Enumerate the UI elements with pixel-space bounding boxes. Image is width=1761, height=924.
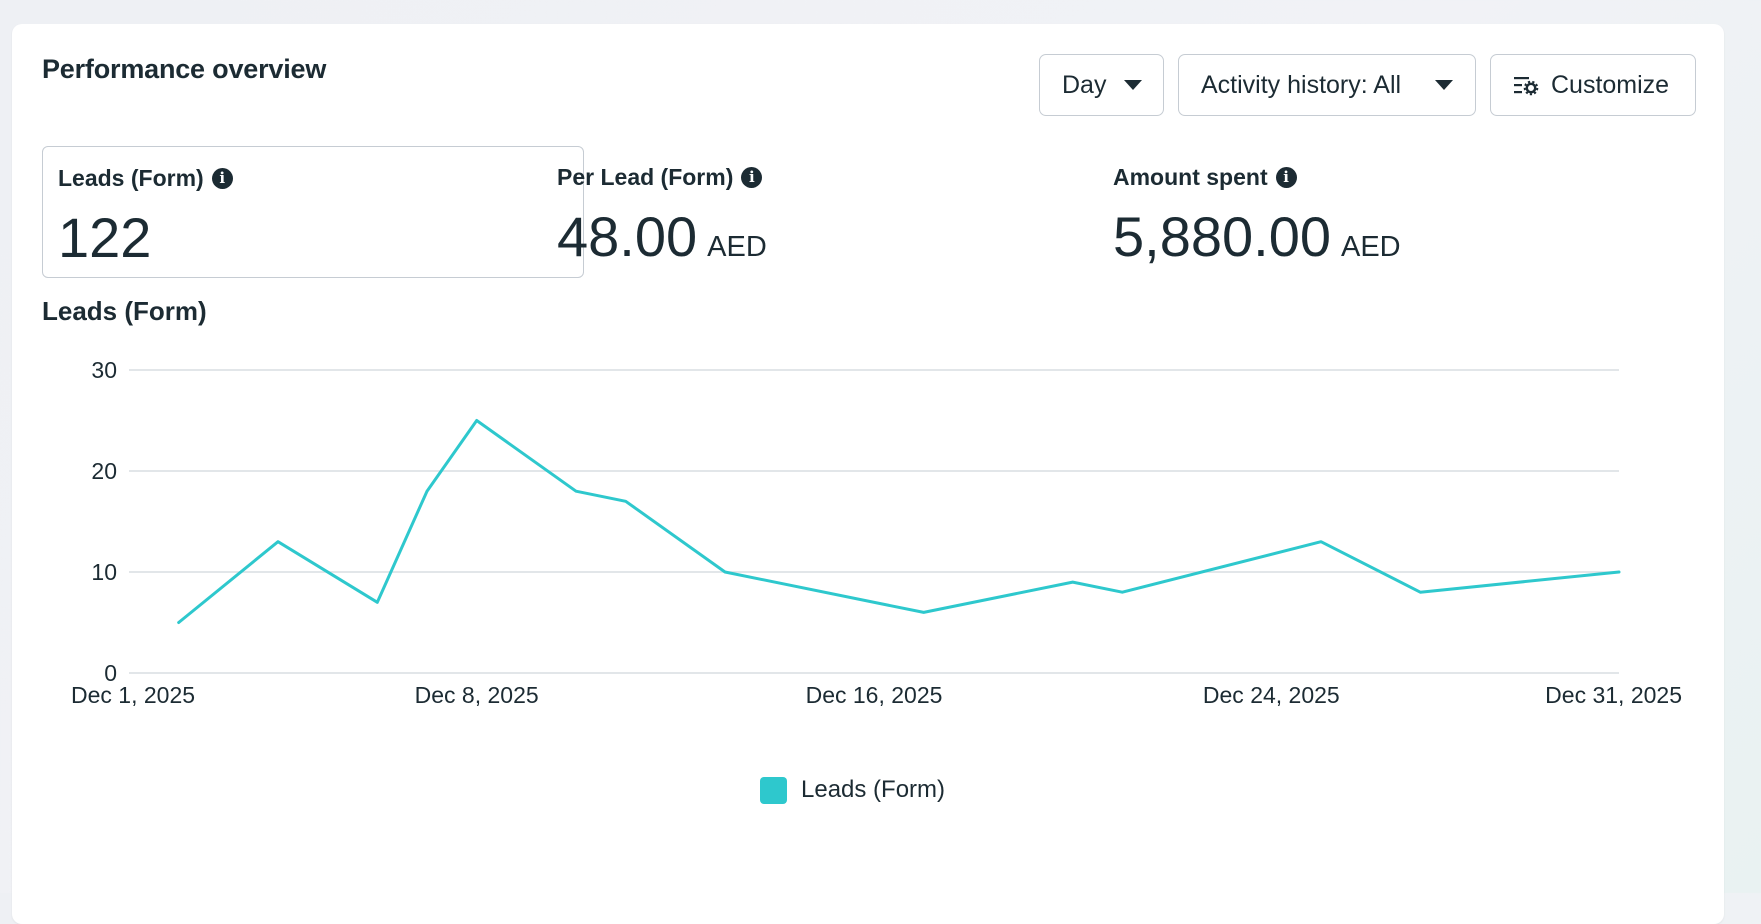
- data-point: [1617, 570, 1621, 574]
- sliders-gear-icon: [1513, 74, 1539, 96]
- x-tick-label: Dec 8, 2025: [415, 682, 539, 708]
- data-point: [624, 500, 627, 503]
- metric-amount-spent-unit: AED: [1340, 231, 1401, 263]
- info-icon[interactable]: i: [1275, 167, 1297, 188]
- metric-label: Leads (Form) i: [58, 165, 233, 192]
- data-point: [475, 419, 478, 422]
- caret-down-icon: [1124, 80, 1143, 90]
- x-tick-label: Dec 24, 2025: [1203, 682, 1340, 708]
- day-dropdown-label: Day: [1062, 70, 1107, 99]
- metric-per-lead-unit: AED: [707, 231, 767, 263]
- metric-per-lead-value: 48.00: [557, 205, 698, 268]
- y-tick-label: 10: [91, 559, 117, 585]
- chart-title: Leads (Form): [42, 296, 207, 326]
- legend-label: Leads (Form): [801, 776, 946, 803]
- info-icon[interactable]: i: [741, 167, 763, 188]
- x-tick-label: Dec 31, 2025: [1545, 682, 1682, 708]
- leads-line-chart: 0 10 20 30 Dec 1, 2025 Dec 8, 2025 Dec 16, 202…: [71, 357, 1682, 708]
- series-line: [177, 419, 1621, 624]
- toolbar: Day Activity history: All Customize: [1039, 54, 1696, 116]
- data-point: [276, 540, 280, 543]
- metric-amount-spent-value: 5,880.00: [1113, 205, 1331, 268]
- data-point: [922, 611, 925, 614]
- metric-value: 5,880.00 AED: [1113, 204, 1401, 269]
- data-point: [1121, 591, 1124, 594]
- day-dropdown-button[interactable]: Day: [1039, 54, 1164, 116]
- metric-value: 122: [58, 205, 151, 270]
- activity-history-label: Activity history: All: [1201, 70, 1402, 99]
- data-point: [177, 621, 180, 624]
- metric-label: Per Lead (Form) i: [557, 164, 763, 191]
- y-tick-label: 20: [91, 458, 117, 484]
- data-point: [376, 601, 379, 604]
- chart-legend[interactable]: Leads (Form): [760, 776, 945, 804]
- metric-leads-label: Leads (Form): [58, 165, 204, 191]
- x-tick-label: Dec 16, 2025: [806, 682, 943, 708]
- metric-leads-value: 122: [58, 206, 152, 269]
- data-point: [1071, 580, 1074, 584]
- metric-leads-form[interactable]: Leads (Form) i 122: [42, 146, 584, 278]
- caret-down-icon: [1435, 80, 1453, 90]
- performance-overview-card: Performance overview Day Activity histor…: [12, 24, 1724, 924]
- data-point: [1319, 540, 1323, 543]
- data-point: [1419, 591, 1422, 594]
- metric-amount-spent-label: Amount spent: [1113, 164, 1268, 190]
- y-tick-label: 0: [104, 660, 117, 686]
- activity-history-dropdown-button[interactable]: Activity history: All: [1178, 54, 1476, 116]
- data-point: [574, 490, 578, 493]
- x-tick-label: Dec 1, 2025: [71, 682, 195, 708]
- legend-swatch: [760, 776, 787, 804]
- data-point: [723, 570, 727, 574]
- info-icon[interactable]: i: [211, 168, 233, 189]
- y-tick-label: 30: [91, 357, 117, 383]
- metric-value: 48.00 AED: [557, 204, 767, 269]
- metric-per-lead-label: Per Lead (Form): [557, 164, 734, 190]
- metric-per-lead-form[interactable]: Per Lead (Form) i 48.00 AED: [542, 146, 1042, 278]
- customize-label: Customize: [1551, 70, 1670, 99]
- metric-amount-spent[interactable]: Amount spent i 5,880.00 AED: [1098, 146, 1658, 278]
- page-title: Performance overview: [42, 54, 327, 84]
- customize-button[interactable]: Customize: [1490, 54, 1696, 116]
- metric-label: Amount spent i: [1113, 164, 1297, 191]
- data-point: [425, 490, 429, 493]
